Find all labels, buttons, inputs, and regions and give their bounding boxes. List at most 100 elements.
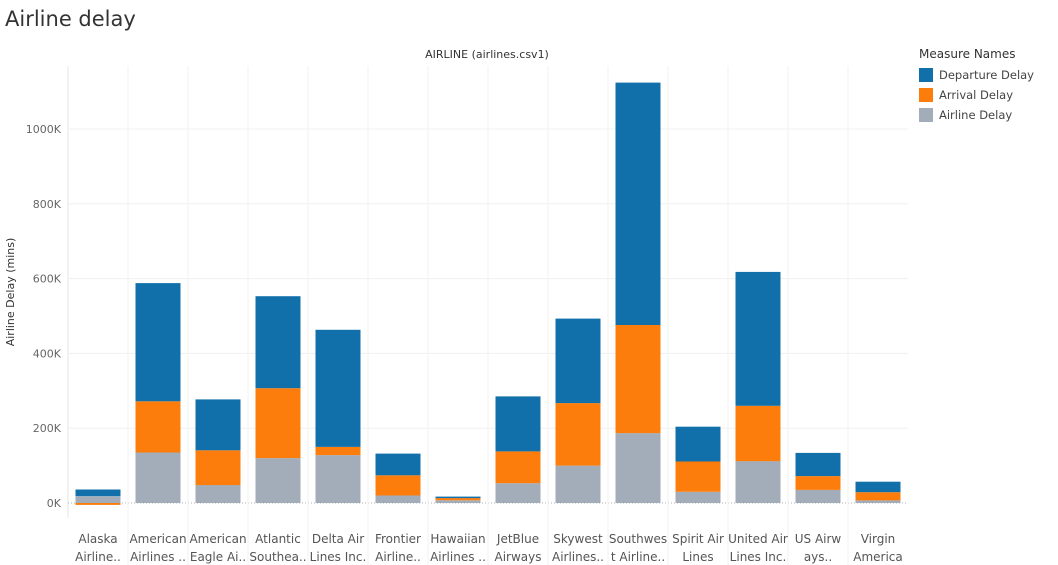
bar-arrival-delay[interactable] [795, 476, 841, 490]
bar-departure-delay[interactable] [615, 82, 661, 325]
x-category-label: US Airw ays.. [795, 532, 842, 564]
x-category-label-line: ays.. [804, 550, 832, 564]
bar-airline-delay[interactable] [555, 465, 601, 503]
x-category-label-line: Alaska [78, 532, 117, 546]
bar-arrival-delay[interactable] [435, 498, 481, 501]
legend-swatch [919, 68, 933, 82]
bar-arrival-delay[interactable] [615, 325, 661, 434]
y-tick-label: 200K [33, 422, 62, 435]
bar-arrival-delay[interactable] [75, 503, 121, 505]
bar-airline-delay[interactable] [195, 485, 241, 503]
x-category-label: Frontier Airline.. [375, 532, 421, 564]
bar-arrival-delay[interactable] [255, 388, 301, 459]
x-category-label-line: Lines [682, 550, 713, 564]
bar-airline-delay[interactable] [375, 495, 421, 504]
x-category-label-line: Virgin [861, 532, 896, 546]
x-category-label-line: Airlines .. [130, 550, 186, 564]
bar-departure-delay[interactable] [135, 283, 181, 402]
x-category-label-line: United Air [728, 532, 788, 546]
bar-departure-delay[interactable] [795, 452, 841, 477]
bar-departure-delay[interactable] [495, 396, 541, 452]
page-title: Airline delay [5, 7, 136, 31]
chart-title: AIRLINE (airlines.csv1) [425, 48, 549, 61]
y-tick-label: 400K [33, 347, 62, 360]
bar-departure-delay[interactable] [855, 481, 901, 493]
legend-label: Departure Delay [939, 68, 1034, 82]
x-category-label-line: JetBlue [496, 532, 539, 546]
x-category-label: Southwes t Airline.. [609, 532, 667, 564]
bar-airline-delay[interactable] [255, 458, 301, 503]
x-category-label: Hawaiian Airlines .. [430, 532, 486, 564]
legend: Measure Names Departure Delay Arrival De… [919, 47, 1058, 125]
bar-departure-delay[interactable] [195, 399, 241, 451]
legend-swatch [919, 108, 933, 122]
bar-departure-delay[interactable] [315, 329, 361, 447]
bar-departure-delay[interactable] [255, 296, 301, 389]
x-category-label: American Eagle Ai.. [189, 532, 246, 564]
x-category-label-line: Spirit Air [672, 532, 724, 546]
x-category-label-line: Lines Inc. [310, 550, 367, 564]
y-tick-label: 600K [33, 273, 62, 286]
bar-departure-delay[interactable] [735, 271, 781, 406]
legend-item-departure-delay[interactable]: Departure Delay [919, 65, 1058, 85]
x-category-label-line: American [129, 532, 186, 546]
bar-airline-delay[interactable] [135, 452, 181, 504]
bar-arrival-delay[interactable] [375, 475, 421, 496]
bar-airline-delay[interactable] [735, 461, 781, 503]
legend-item-arrival-delay[interactable]: Arrival Delay [919, 85, 1058, 105]
legend-label: Airline Delay [939, 108, 1013, 122]
bar-departure-delay[interactable] [375, 453, 421, 476]
x-category-label-line: Eagle Ai.. [190, 550, 246, 564]
bar-arrival-delay[interactable] [735, 405, 781, 462]
legend-swatch [919, 88, 933, 102]
bars[interactable] [75, 82, 901, 505]
x-axis-categories: Alaska Airline..American Airlines ..Americ… [75, 532, 903, 564]
bar-arrival-delay[interactable] [315, 446, 361, 456]
x-category-label-line: America [853, 550, 903, 564]
bar-airline-delay[interactable] [615, 433, 661, 503]
x-category-label-line: US Airw [795, 532, 842, 546]
bar-arrival-delay[interactable] [135, 401, 181, 453]
x-category-label: Virgin America [853, 532, 903, 564]
x-category-label: Alaska Airline.. [75, 532, 121, 564]
x-category-label: United Air Lines Inc. [728, 532, 788, 564]
y-axis-ticks: 0K 200K 400K 600K 800K 1000K [26, 123, 62, 510]
bar-arrival-delay[interactable] [555, 403, 601, 466]
x-category-label-line: Lines Inc. [730, 550, 787, 564]
bar-departure-delay[interactable] [435, 496, 481, 499]
bar-arrival-delay[interactable] [495, 451, 541, 484]
x-category-label-line: Airlines.. [552, 550, 604, 564]
x-category-label-line: Airline.. [75, 550, 121, 564]
bar-departure-delay[interactable] [675, 426, 721, 462]
y-tick-label: 1000K [26, 123, 62, 136]
y-tick-label: 0K [47, 497, 62, 510]
x-category-label-line: Southea.. [249, 550, 306, 564]
x-category-label-line: Airlines .. [430, 550, 486, 564]
x-category-label-line: Southwes [609, 532, 667, 546]
x-category-label: JetBlue Airways [495, 532, 542, 564]
bar-airline-delay[interactable] [795, 489, 841, 503]
bar-departure-delay[interactable] [555, 318, 601, 404]
y-axis-title: Airline Delay (mins) [4, 238, 17, 347]
bar-airline-delay[interactable] [75, 496, 121, 503]
x-category-label-line: Airways [495, 550, 542, 564]
x-category-label: Skywest Airlines.. [552, 532, 604, 564]
bar-arrival-delay[interactable] [675, 461, 721, 492]
bar-airline-delay[interactable] [315, 455, 361, 503]
bar-arrival-delay[interactable] [855, 492, 901, 501]
bar-departure-delay[interactable] [75, 489, 121, 497]
x-category-label-line: Frontier [375, 532, 421, 546]
bar-arrival-delay[interactable] [195, 450, 241, 486]
bar-airline-delay[interactable] [855, 500, 901, 503]
legend-item-airline-delay[interactable]: Airline Delay [919, 105, 1058, 125]
x-category-label: American Airlines .. [129, 532, 186, 564]
x-category-label-line: Hawaiian [430, 532, 485, 546]
legend-title: Measure Names [919, 47, 1016, 61]
x-category-label: Atlantic Southea.. [249, 532, 306, 564]
x-category-label-line: Atlantic [255, 532, 301, 546]
bar-airline-delay[interactable] [435, 500, 481, 503]
bar-airline-delay[interactable] [495, 483, 541, 503]
x-category-label-line: Skywest [553, 532, 603, 546]
bar-airline-delay[interactable] [675, 491, 721, 503]
